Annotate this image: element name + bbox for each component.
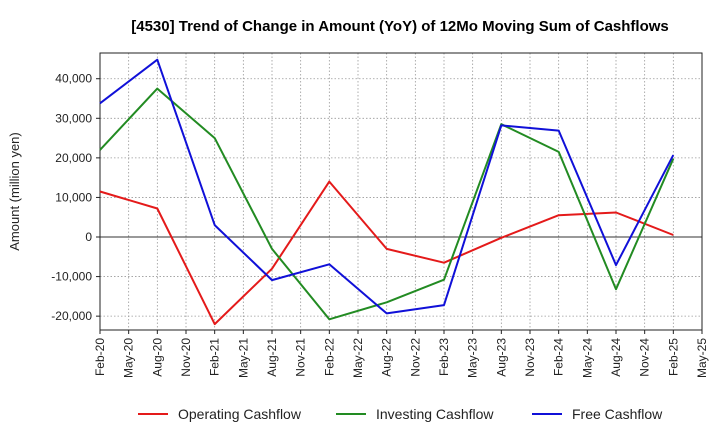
x-tick-label: Nov-20 [179, 338, 193, 377]
legend-label-investing-cashflow: Investing Cashflow [376, 406, 494, 422]
x-tick-label: Feb-25 [666, 338, 680, 376]
x-tick-label: May-20 [122, 338, 136, 378]
x-tick-label: May-25 [695, 338, 709, 378]
x-tick-label: May-22 [351, 338, 365, 378]
x-axis-ticks: Feb-20 May-20 Aug-20 Nov-20 Feb-21 May-21 Aug-… [93, 330, 709, 378]
x-tick-label: Aug-23 [494, 338, 508, 377]
x-tick-label: Aug-21 [265, 338, 279, 377]
y-tick-label: 10,000 [55, 190, 92, 204]
x-tick-label: Feb-20 [93, 338, 107, 376]
x-tick-label: May-21 [236, 338, 250, 378]
x-tick-label: Feb-24 [552, 338, 566, 376]
x-tick-label: Nov-23 [523, 338, 537, 377]
legend-label-free-cashflow: Free Cashflow [572, 406, 663, 422]
y-tick-label: 30,000 [55, 111, 92, 125]
y-tick-label: 20,000 [55, 151, 92, 165]
series-lines [99, 58, 675, 326]
grid-lines [99, 53, 703, 330]
x-tick-label: Nov-22 [408, 338, 422, 377]
x-tick-label: May-23 [466, 338, 480, 378]
y-tick-label: -20,000 [51, 309, 92, 323]
x-tick-label: Aug-24 [609, 338, 623, 377]
x-tick-label: Aug-20 [150, 338, 164, 377]
x-tick-label: Feb-23 [437, 338, 451, 376]
x-tick-label: Feb-22 [322, 338, 336, 376]
y-tick-label: -10,000 [51, 270, 92, 284]
x-tick-label: Feb-21 [208, 338, 222, 376]
x-tick-label: Nov-21 [294, 338, 308, 377]
legend-label-operating-cashflow: Operating Cashflow [178, 406, 302, 422]
y-tick-label: 40,000 [55, 72, 92, 86]
plot-area-frame [99, 52, 703, 331]
y-axis-ticks: -20,000 -10,000 0 10,000 20,000 30,000 40,000 [51, 72, 100, 323]
y-axis-label: Amount (million yen) [7, 132, 22, 251]
x-tick-label: Nov-24 [638, 338, 652, 377]
x-tick-label: May-24 [580, 338, 594, 378]
y-tick-label: 0 [85, 230, 92, 244]
chart-title: [4530] Trend of Change in Amount (YoY) o… [131, 18, 669, 35]
legend: Operating Cashflow Investing Cashflow Free… [138, 406, 663, 422]
x-tick-label: Aug-22 [380, 338, 394, 377]
